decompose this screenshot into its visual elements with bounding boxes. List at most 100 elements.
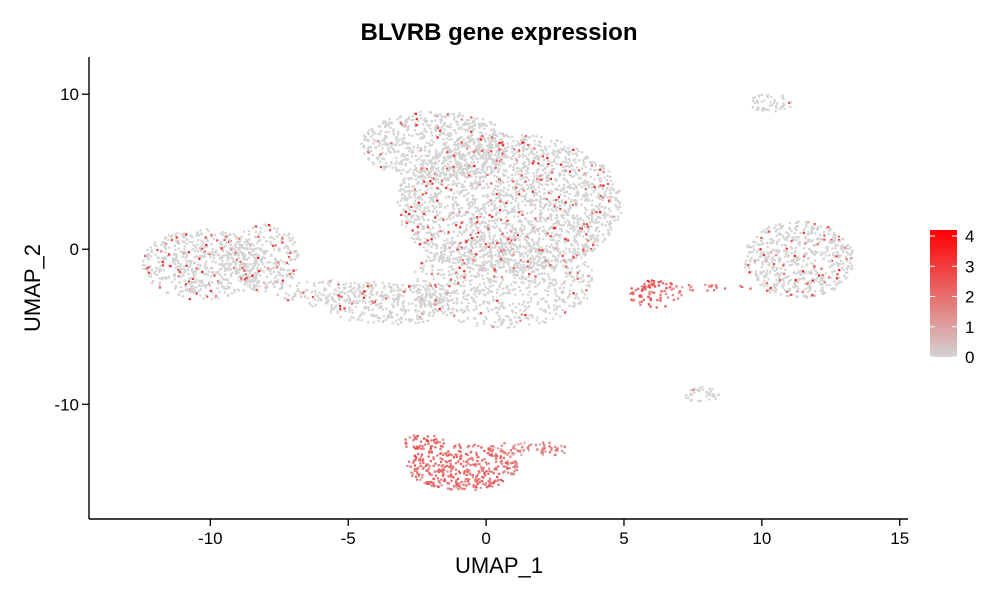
data-point [444,116,447,119]
data-point [596,226,599,229]
data-point [142,259,145,263]
data-point [429,111,433,114]
data-point [561,292,565,295]
data-point [525,176,528,179]
data-point [397,130,400,133]
data-point [572,276,575,279]
data-point [188,280,191,283]
data-point [406,157,409,161]
data-point [517,167,520,170]
data-point [462,274,465,277]
data-point [407,125,410,128]
data-point [519,267,522,270]
data-point [457,146,460,149]
data-point [753,101,756,104]
data-point [474,275,477,278]
data-point [281,237,284,240]
data-point [467,262,470,265]
data-point [332,308,335,311]
data-point [454,160,457,163]
data-point [511,146,514,149]
data-point [458,252,461,255]
data-point [461,144,464,147]
data-point [498,193,501,196]
data-point [442,143,445,146]
data-point [236,271,239,274]
data-point [573,169,576,172]
data-point [477,140,480,143]
data-point [216,297,219,300]
data-point [228,239,231,242]
data-point [350,302,354,305]
data-point [505,240,508,243]
data-point [204,293,207,296]
data-point [478,292,481,295]
data-point [558,287,561,290]
data-point [204,236,207,239]
data-point [504,245,507,248]
data-point [602,170,605,173]
data-point [456,277,459,280]
data-point [352,300,355,303]
data-point [373,281,376,284]
data-point [603,214,606,217]
data-point [591,218,594,221]
data-point [592,161,595,164]
data-point [249,242,252,245]
data-point [455,221,458,224]
data-point [472,237,475,240]
data-point [428,282,431,285]
data-point [504,260,507,264]
data-point [521,261,525,264]
data-point [497,263,501,266]
data-point [690,392,693,395]
data-point [514,199,517,202]
data-point [460,233,463,236]
data-point [577,192,580,195]
data-point [526,166,530,169]
data-point [399,293,402,297]
data-point [431,236,434,239]
data-point [434,171,437,174]
data-point [410,119,413,122]
data-point [154,272,157,276]
data-point [177,259,180,263]
data-point [485,211,488,214]
data-point [458,142,461,145]
data-point [467,164,470,167]
data-point [445,186,448,190]
data-point [401,295,404,298]
data-point [618,201,621,204]
data-point [524,135,527,138]
data-point [495,180,498,183]
data-point [484,133,487,136]
data-point [436,173,439,176]
data-point [501,247,504,250]
data-point [330,308,333,311]
data-point [188,240,191,243]
data-point [463,289,467,292]
data-point [541,153,544,156]
data-point [460,141,463,144]
data-point [529,300,532,303]
data-point [419,318,422,321]
data-point [584,188,587,191]
data-point [440,189,443,192]
data-point [249,263,252,266]
data-point [544,146,547,149]
data-point [538,200,541,203]
data-point [410,216,413,219]
data-point [211,260,214,263]
data-point [542,267,545,270]
data-point [712,393,715,396]
data-point [601,240,604,243]
data-point [556,247,559,250]
data-point [259,249,262,252]
data-point [590,215,594,218]
data-point [537,144,541,147]
data-point [548,192,551,195]
data-point [545,149,548,152]
data-point [224,278,227,281]
data-point [521,187,524,190]
data-point [577,253,580,256]
